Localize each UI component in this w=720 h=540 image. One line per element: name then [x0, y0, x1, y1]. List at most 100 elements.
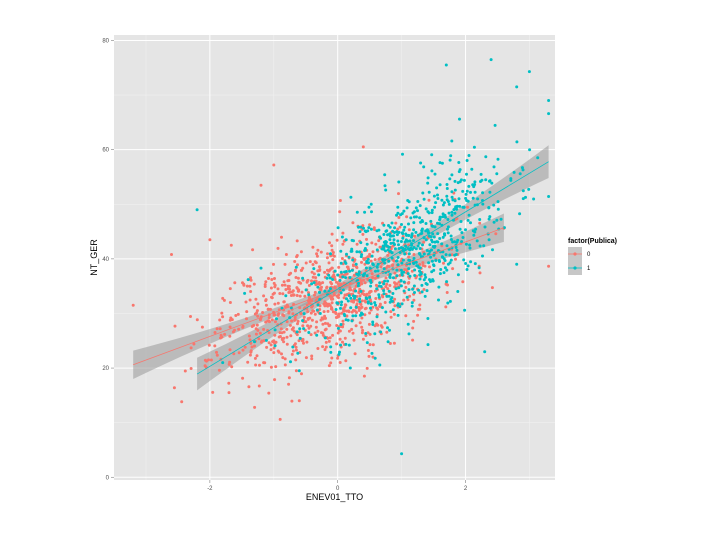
point-series-0 — [264, 303, 268, 307]
x-tick-label: -2 — [207, 486, 213, 492]
point-series-1 — [384, 310, 388, 314]
point-series-0 — [264, 299, 268, 303]
point-series-0 — [299, 268, 303, 272]
point-series-1 — [442, 257, 446, 261]
point-series-0 — [281, 292, 285, 296]
point-series-1 — [416, 264, 420, 268]
point-series-1 — [366, 257, 370, 261]
point-series-1 — [374, 269, 377, 273]
point-series-1 — [373, 356, 377, 360]
point-series-1 — [365, 274, 369, 278]
point-series-1 — [395, 268, 399, 272]
point-series-0 — [200, 325, 204, 329]
point-series-1 — [358, 230, 362, 234]
point-series-1 — [427, 190, 431, 194]
point-series-0 — [422, 240, 426, 244]
point-series-1 — [294, 265, 298, 269]
point-series-1 — [408, 239, 412, 243]
point-series-1 — [440, 255, 444, 259]
point-series-1 — [440, 198, 444, 202]
point-series-0 — [227, 362, 231, 366]
point-series-0 — [296, 263, 299, 267]
point-series-1 — [483, 350, 487, 354]
point-series-0 — [173, 324, 177, 328]
point-series-0 — [243, 345, 247, 349]
point-series-0 — [379, 265, 383, 269]
point-series-1 — [367, 205, 371, 209]
point-series-1 — [349, 195, 353, 199]
point-series-1 — [402, 270, 406, 274]
point-series-1 — [439, 268, 443, 271]
point-series-0 — [393, 304, 397, 308]
point-series-1 — [438, 272, 442, 276]
point-series-1 — [345, 252, 348, 256]
point-series-1 — [521, 189, 525, 193]
point-series-0 — [280, 283, 284, 287]
point-series-1 — [395, 233, 399, 237]
point-series-1 — [424, 238, 428, 242]
point-series-1 — [390, 256, 394, 260]
point-series-0 — [248, 284, 252, 288]
point-series-1 — [401, 152, 404, 156]
point-series-0 — [361, 224, 365, 228]
point-series-0 — [289, 334, 293, 338]
point-series-1 — [395, 230, 399, 234]
point-series-1 — [363, 210, 367, 214]
point-series-1 — [365, 242, 369, 246]
point-series-0 — [329, 280, 333, 284]
point-series-0 — [289, 294, 293, 297]
point-series-1 — [400, 261, 404, 265]
point-series-1 — [492, 220, 496, 224]
point-series-0 — [287, 382, 291, 386]
point-series-0 — [255, 323, 259, 327]
point-series-0 — [217, 368, 221, 372]
point-series-0 — [328, 268, 332, 271]
point-series-0 — [260, 339, 264, 343]
point-series-1 — [450, 139, 454, 143]
point-series-1 — [459, 220, 463, 223]
point-series-1 — [461, 189, 465, 193]
point-series-1 — [359, 225, 363, 229]
point-series-1 — [478, 244, 482, 248]
point-series-1 — [386, 279, 390, 283]
point-series-1 — [429, 255, 433, 259]
point-series-1 — [436, 197, 440, 200]
point-series-0 — [318, 308, 322, 311]
point-series-1 — [444, 253, 448, 257]
point-series-1 — [453, 179, 457, 183]
point-series-0 — [277, 335, 281, 339]
point-series-1 — [488, 190, 492, 194]
point-series-0 — [397, 216, 401, 219]
point-series-0 — [355, 242, 359, 246]
point-series-0 — [272, 313, 276, 317]
point-series-1 — [289, 306, 293, 310]
point-series-0 — [406, 298, 410, 302]
point-series-0 — [258, 363, 261, 367]
point-series-1 — [425, 289, 429, 293]
point-series-0 — [330, 306, 334, 310]
point-series-0 — [284, 305, 287, 309]
point-series-0 — [247, 385, 251, 389]
point-series-0 — [372, 226, 376, 230]
point-series-0 — [315, 254, 319, 258]
point-series-0 — [284, 253, 288, 256]
point-series-1 — [470, 167, 474, 171]
point-series-0 — [362, 374, 366, 378]
point-series-1 — [374, 303, 377, 307]
point-series-1 — [370, 210, 373, 214]
point-series-1 — [369, 227, 373, 231]
point-series-1 — [467, 154, 471, 157]
point-series-0 — [253, 344, 256, 348]
legend: factor(Publica) 0 1 — [568, 238, 617, 275]
point-series-0 — [335, 294, 339, 298]
point-series-1 — [316, 303, 320, 307]
point-series-1 — [412, 284, 416, 288]
point-series-0 — [408, 294, 412, 298]
point-series-1 — [458, 117, 461, 121]
y-axis-label: NT_GER — [89, 239, 99, 276]
point-series-0 — [316, 329, 320, 333]
point-series-1 — [323, 336, 327, 340]
point-series-1 — [455, 240, 459, 244]
point-series-0 — [358, 294, 362, 298]
point-series-1 — [417, 288, 420, 292]
